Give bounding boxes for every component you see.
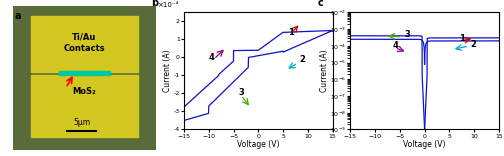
Polygon shape (31, 75, 138, 137)
Text: 3: 3 (405, 30, 411, 39)
Text: Ti/Au: Ti/Au (72, 32, 97, 41)
Text: a: a (15, 11, 21, 21)
Y-axis label: Current (A): Current (A) (320, 50, 329, 92)
Text: 2: 2 (470, 40, 476, 49)
Text: MoS₂: MoS₂ (73, 87, 96, 96)
X-axis label: Voltage (V): Voltage (V) (237, 140, 280, 149)
Y-axis label: Current (A): Current (A) (163, 50, 172, 92)
Text: 1: 1 (459, 34, 465, 43)
Polygon shape (13, 6, 156, 150)
Text: c: c (318, 0, 324, 8)
Text: 4: 4 (209, 53, 215, 62)
Text: 5μm: 5μm (73, 118, 90, 127)
Text: Contacts: Contacts (64, 44, 105, 53)
Text: 2: 2 (299, 55, 305, 64)
Text: b: b (151, 0, 158, 8)
Text: 3: 3 (238, 88, 244, 97)
Text: 1: 1 (288, 28, 294, 37)
Polygon shape (58, 71, 110, 75)
Polygon shape (31, 16, 138, 72)
Text: ×10⁻⁴: ×10⁻⁴ (157, 2, 178, 8)
Text: 4: 4 (393, 41, 398, 51)
X-axis label: Voltage (V): Voltage (V) (403, 140, 446, 149)
